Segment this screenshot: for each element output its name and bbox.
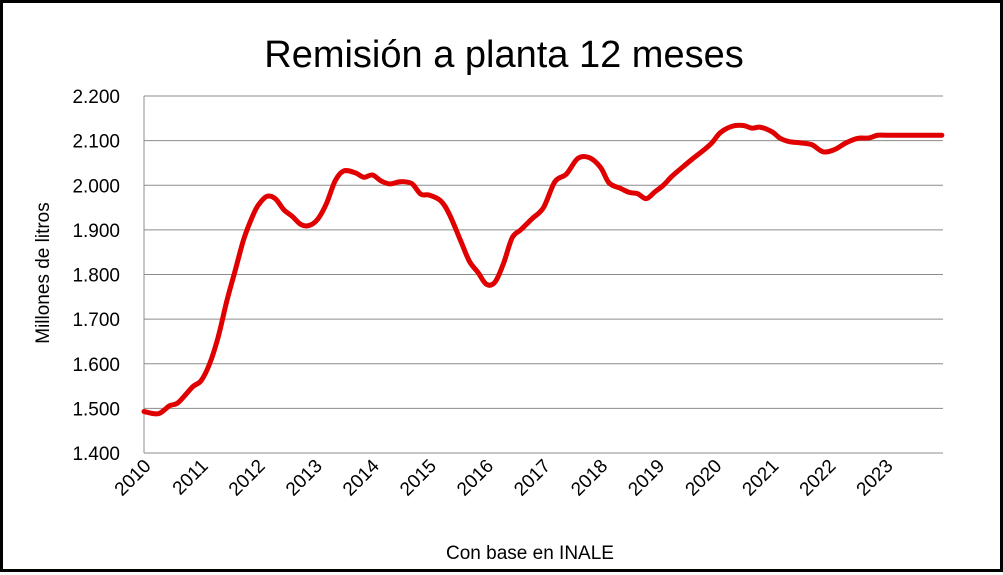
- series-line: [141, 122, 945, 417]
- y-tick-label: 1.900: [72, 221, 120, 242]
- x-axis-tick-labels: 2010 2011 2012 2013 2014 2015 2016 2017 2018 2019…: [111, 455, 898, 500]
- x-tick-label: 2011: [169, 456, 213, 500]
- x-tick-label: 2014: [339, 455, 384, 500]
- y-tick-label: 2.100: [72, 132, 120, 153]
- y-axis-tick-labels: 1.400 1.500 1.600 1.700 1.800 1.900 2.000 2.100…: [72, 87, 120, 465]
- x-tick-label: 2015: [396, 456, 441, 501]
- y-tick-label: 2.000: [72, 176, 120, 197]
- x-tick-label: 2021: [739, 456, 784, 501]
- x-tick-label: 2020: [682, 456, 727, 501]
- y-tick-label: 1.500: [72, 399, 120, 420]
- x-tick-label: 2017: [510, 456, 555, 501]
- line-chart: Remisión a planta 12 meses 1.400 1.500 1.6…: [33, 34, 945, 564]
- x-tick-label: 2013: [282, 456, 327, 501]
- y-tick-label: 1.700: [72, 310, 120, 331]
- y-tick-label: 1.600: [72, 355, 120, 376]
- x-tick-label: 2012: [225, 456, 270, 501]
- x-tick-label: 2019: [624, 456, 669, 501]
- chart-title: Remisión a planta 12 meses: [264, 34, 743, 76]
- x-tick-label: 2018: [567, 456, 612, 501]
- x-tick-label: 2023: [853, 456, 898, 501]
- x-axis-title: Con base en INALE: [446, 543, 614, 564]
- x-tick-label: 2016: [453, 456, 498, 501]
- y-tick-label: 1.800: [72, 266, 120, 287]
- series-layer: [141, 122, 945, 417]
- gridlines: [143, 95, 943, 454]
- x-tick-label: 2022: [796, 456, 841, 501]
- y-axis-title: Millones de litros: [33, 202, 54, 344]
- y-tick-label: 2.200: [72, 87, 120, 108]
- y-tick-label: 1.400: [72, 444, 120, 465]
